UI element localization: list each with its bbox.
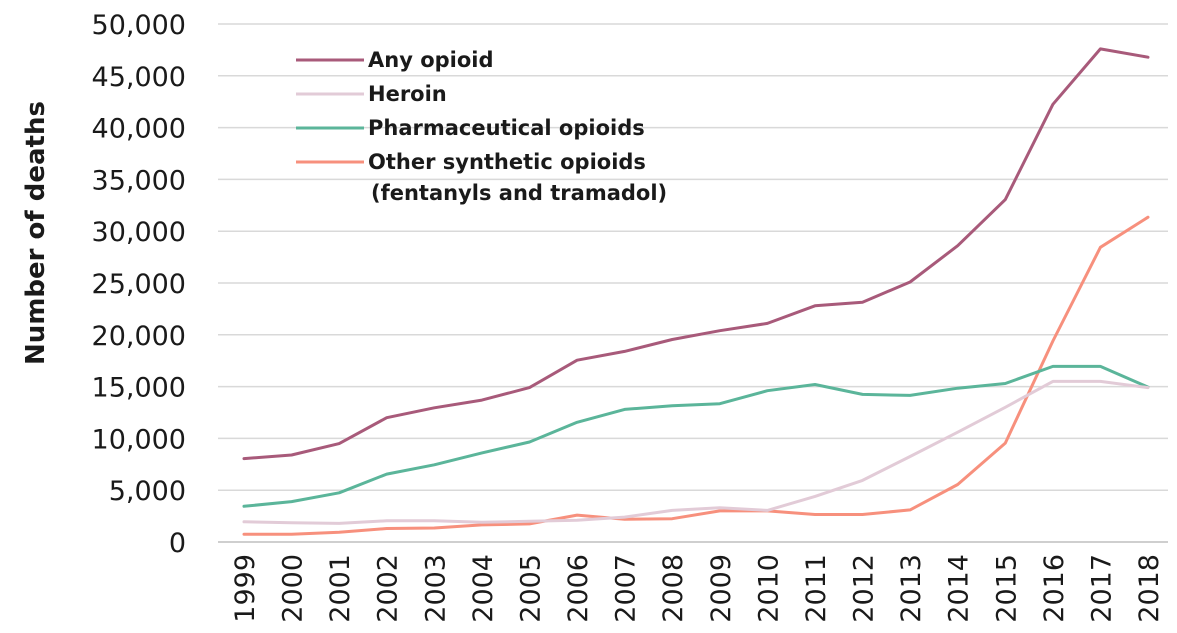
y-tick-label: 0 xyxy=(169,528,186,559)
y-tick-label: 40,000 xyxy=(92,114,186,145)
y-tick-label: 30,000 xyxy=(92,217,186,248)
y-tick-label: 50,000 xyxy=(92,10,186,41)
series-line-any-opioid xyxy=(242,47,1150,461)
x-tick-label: 2017 xyxy=(1086,554,1117,623)
x-tick-label: 2014 xyxy=(944,554,975,623)
x-tick-label: 2005 xyxy=(515,554,546,623)
legend: Any opioid Heroin Pharmaceutical opioids Ot… xyxy=(296,48,667,205)
y-tick-label: 20,000 xyxy=(92,321,186,352)
y-tick-label: 25,000 xyxy=(92,269,186,300)
series-lines xyxy=(242,47,1150,536)
y-tick-label: 35,000 xyxy=(92,165,186,196)
y-tick-label: 15,000 xyxy=(92,373,186,404)
y-tick-label: 45,000 xyxy=(92,62,186,93)
x-tick-label: 1999 xyxy=(230,554,261,623)
x-tick-label: 2009 xyxy=(706,554,737,623)
series-line-other-synthetic-opioids-fentanyls-and-tramadol xyxy=(242,215,1150,536)
x-tick-label: 2010 xyxy=(753,554,784,623)
x-tick-label: 2007 xyxy=(611,554,642,623)
x-tick-label: 2018 xyxy=(1134,554,1165,623)
legend-label: Heroin xyxy=(368,82,447,106)
x-tick-label: 2013 xyxy=(896,554,927,623)
x-tick-label: 2001 xyxy=(325,554,356,623)
x-tick-label: 2016 xyxy=(1039,554,1070,623)
y-axis-title: Number of deaths xyxy=(21,101,51,365)
y-tick-label: 10,000 xyxy=(92,424,186,455)
series-line-pharmaceutical-opioids xyxy=(242,364,1150,508)
legend-label: Any opioid xyxy=(368,48,494,72)
y-tick-label: 5,000 xyxy=(109,476,186,507)
x-tick-label: 2006 xyxy=(563,554,594,623)
series-line-heroin xyxy=(242,379,1150,525)
x-tick-label: 2012 xyxy=(849,554,880,623)
legend-label: Other synthetic opioids xyxy=(368,150,646,174)
x-tick-label: 2004 xyxy=(468,554,499,623)
gridlines xyxy=(218,23,1168,543)
legend-label: Pharmaceutical opioids xyxy=(368,116,645,140)
x-tick-label: 2003 xyxy=(420,554,451,623)
x-tick-label: 2002 xyxy=(373,554,404,623)
legend-label: (fentanyls and tramadol) xyxy=(371,181,667,205)
x-axis-ticks: 1999 2000 2001 2002 2003 2004 2005 2006 2007 2008… xyxy=(230,554,1165,623)
x-tick-label: 2000 xyxy=(278,554,309,623)
x-tick-label: 2008 xyxy=(658,554,689,623)
x-tick-label: 2015 xyxy=(991,554,1022,623)
x-tick-label: 2011 xyxy=(801,554,832,623)
y-axis-ticks: 0 5,000 10,000 15,000 20,000 25,000 30,000 35,0… xyxy=(92,10,186,559)
